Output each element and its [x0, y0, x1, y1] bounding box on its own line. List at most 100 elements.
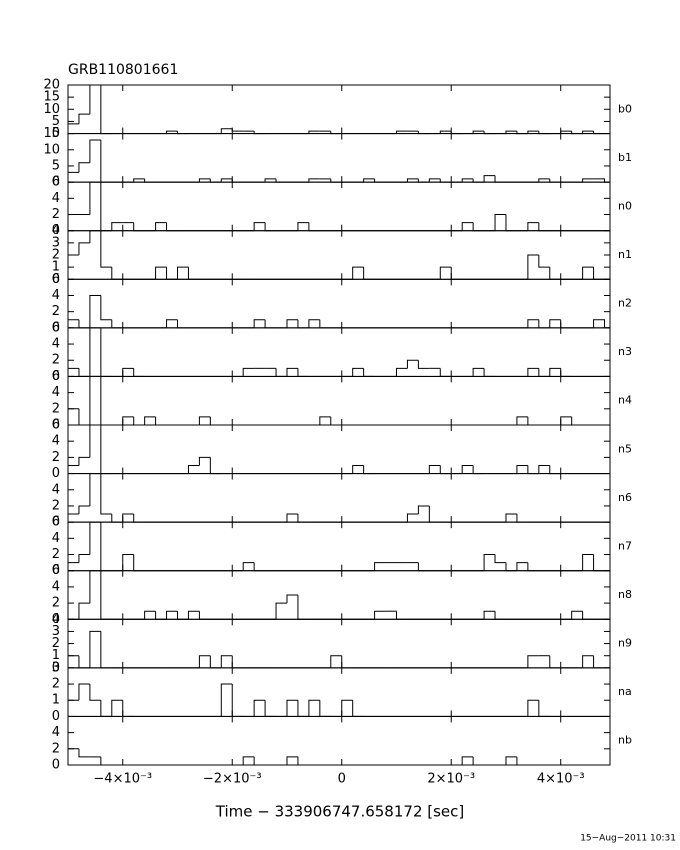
histogram-bin [363, 368, 375, 377]
histogram-bin [100, 295, 112, 321]
histogram-bin [319, 416, 331, 425]
histogram-bin [330, 416, 342, 426]
histogram-bin [582, 178, 594, 183]
histogram-bin [122, 416, 134, 425]
histogram-bin [341, 699, 353, 717]
histogram-bin [516, 416, 528, 425]
histogram-bin [220, 655, 233, 668]
histogram-bin [483, 368, 496, 377]
histogram-bin [549, 319, 561, 328]
histogram-bin [308, 699, 320, 717]
histogram-bin [231, 128, 244, 132]
histogram-bin [166, 319, 178, 328]
y-tick-label: 20 [43, 78, 60, 93]
x-tick-label: −2×10⁻³ [203, 772, 262, 787]
histogram-bin [78, 505, 90, 515]
histogram-bin [187, 610, 200, 620]
histogram-bin [231, 655, 244, 669]
chart-title: GRB110801661 [68, 62, 178, 78]
panel-label: n9 [618, 637, 632, 650]
histogram-bin [286, 756, 298, 765]
histogram-bin [78, 456, 90, 466]
histogram-bin [220, 128, 233, 134]
histogram-bin [176, 319, 189, 329]
histogram-bin [308, 222, 320, 232]
histogram-bin [363, 178, 375, 183]
y-tick-label: 4 [52, 482, 60, 497]
footer: 15−Aug−2011 10:31 [580, 834, 676, 844]
histogram-bin [78, 748, 90, 758]
y-tick-label: 0 [52, 563, 60, 578]
histogram-bin [494, 554, 506, 564]
histogram-bin [527, 699, 539, 717]
histogram-bin [461, 178, 474, 183]
histogram-bin [253, 319, 266, 328]
histogram-bin [100, 522, 112, 572]
histogram-bin [198, 655, 211, 668]
histogram-bin [439, 368, 452, 377]
histogram-bin [100, 631, 112, 669]
histogram-bin [67, 464, 79, 474]
histogram-bin [89, 230, 101, 243]
panel-label: n8 [618, 588, 632, 601]
histogram-bin [472, 222, 485, 232]
y-tick-label: 4 [52, 385, 60, 400]
panel-frame [67, 133, 611, 183]
histogram-bin [505, 513, 517, 523]
histogram-bin [352, 367, 364, 377]
histogram-bin [363, 267, 375, 280]
histogram-bin [144, 416, 156, 425]
histogram-bin [275, 368, 287, 377]
histogram-bin [242, 562, 255, 571]
histogram-bin [133, 416, 145, 426]
histogram-bin [593, 319, 606, 328]
y-tick-label: 6 [52, 369, 60, 384]
histogram-bin [472, 367, 485, 377]
y-tick-label: 2 [52, 636, 60, 651]
histogram-bin [395, 611, 408, 620]
histogram-bin [198, 416, 211, 425]
y-tick-label: 1 [52, 260, 60, 275]
histogram-bin [505, 756, 517, 765]
histogram-bin [100, 85, 112, 135]
histogram-bin [527, 655, 539, 668]
panel-label: na [618, 685, 632, 698]
histogram-bin [450, 267, 463, 280]
histogram-bin [593, 554, 605, 572]
histogram-bin [428, 505, 441, 523]
histogram-bin [494, 175, 506, 183]
histogram-bin [582, 554, 594, 571]
histogram-bin [220, 178, 233, 183]
histogram-bin [89, 327, 101, 377]
histogram-bin [176, 266, 189, 280]
histogram-bin [406, 359, 419, 369]
histogram-bin [198, 456, 211, 466]
y-tick-label: 4 [52, 612, 60, 627]
histogram-bin [374, 562, 386, 571]
histogram-bin [111, 319, 123, 329]
histogram-bin [428, 464, 441, 474]
histogram-bin [308, 319, 320, 328]
histogram-bin [417, 505, 430, 515]
histogram-bin [78, 554, 90, 563]
histogram-bin [78, 408, 90, 426]
histogram-bin [308, 178, 320, 183]
histogram-bin [166, 267, 178, 280]
panel-frame [67, 618, 611, 669]
histogram-bin [242, 756, 255, 765]
y-tick-label: 6 [52, 175, 60, 190]
histogram-bin [560, 368, 572, 377]
histogram-bin [111, 699, 123, 717]
panel-frame [67, 424, 611, 475]
histogram-bin [220, 683, 233, 717]
histogram-bin [494, 611, 506, 620]
histogram-bin [67, 171, 79, 183]
histogram-bin [593, 267, 605, 280]
histogram-bin [67, 408, 79, 425]
histogram-bin [89, 684, 101, 701]
y-tick-label: 2 [52, 353, 60, 368]
histogram-bin [549, 465, 561, 475]
histogram-bin [527, 130, 539, 134]
histogram-bin [67, 123, 79, 134]
y-tick-label: 6 [52, 418, 60, 433]
